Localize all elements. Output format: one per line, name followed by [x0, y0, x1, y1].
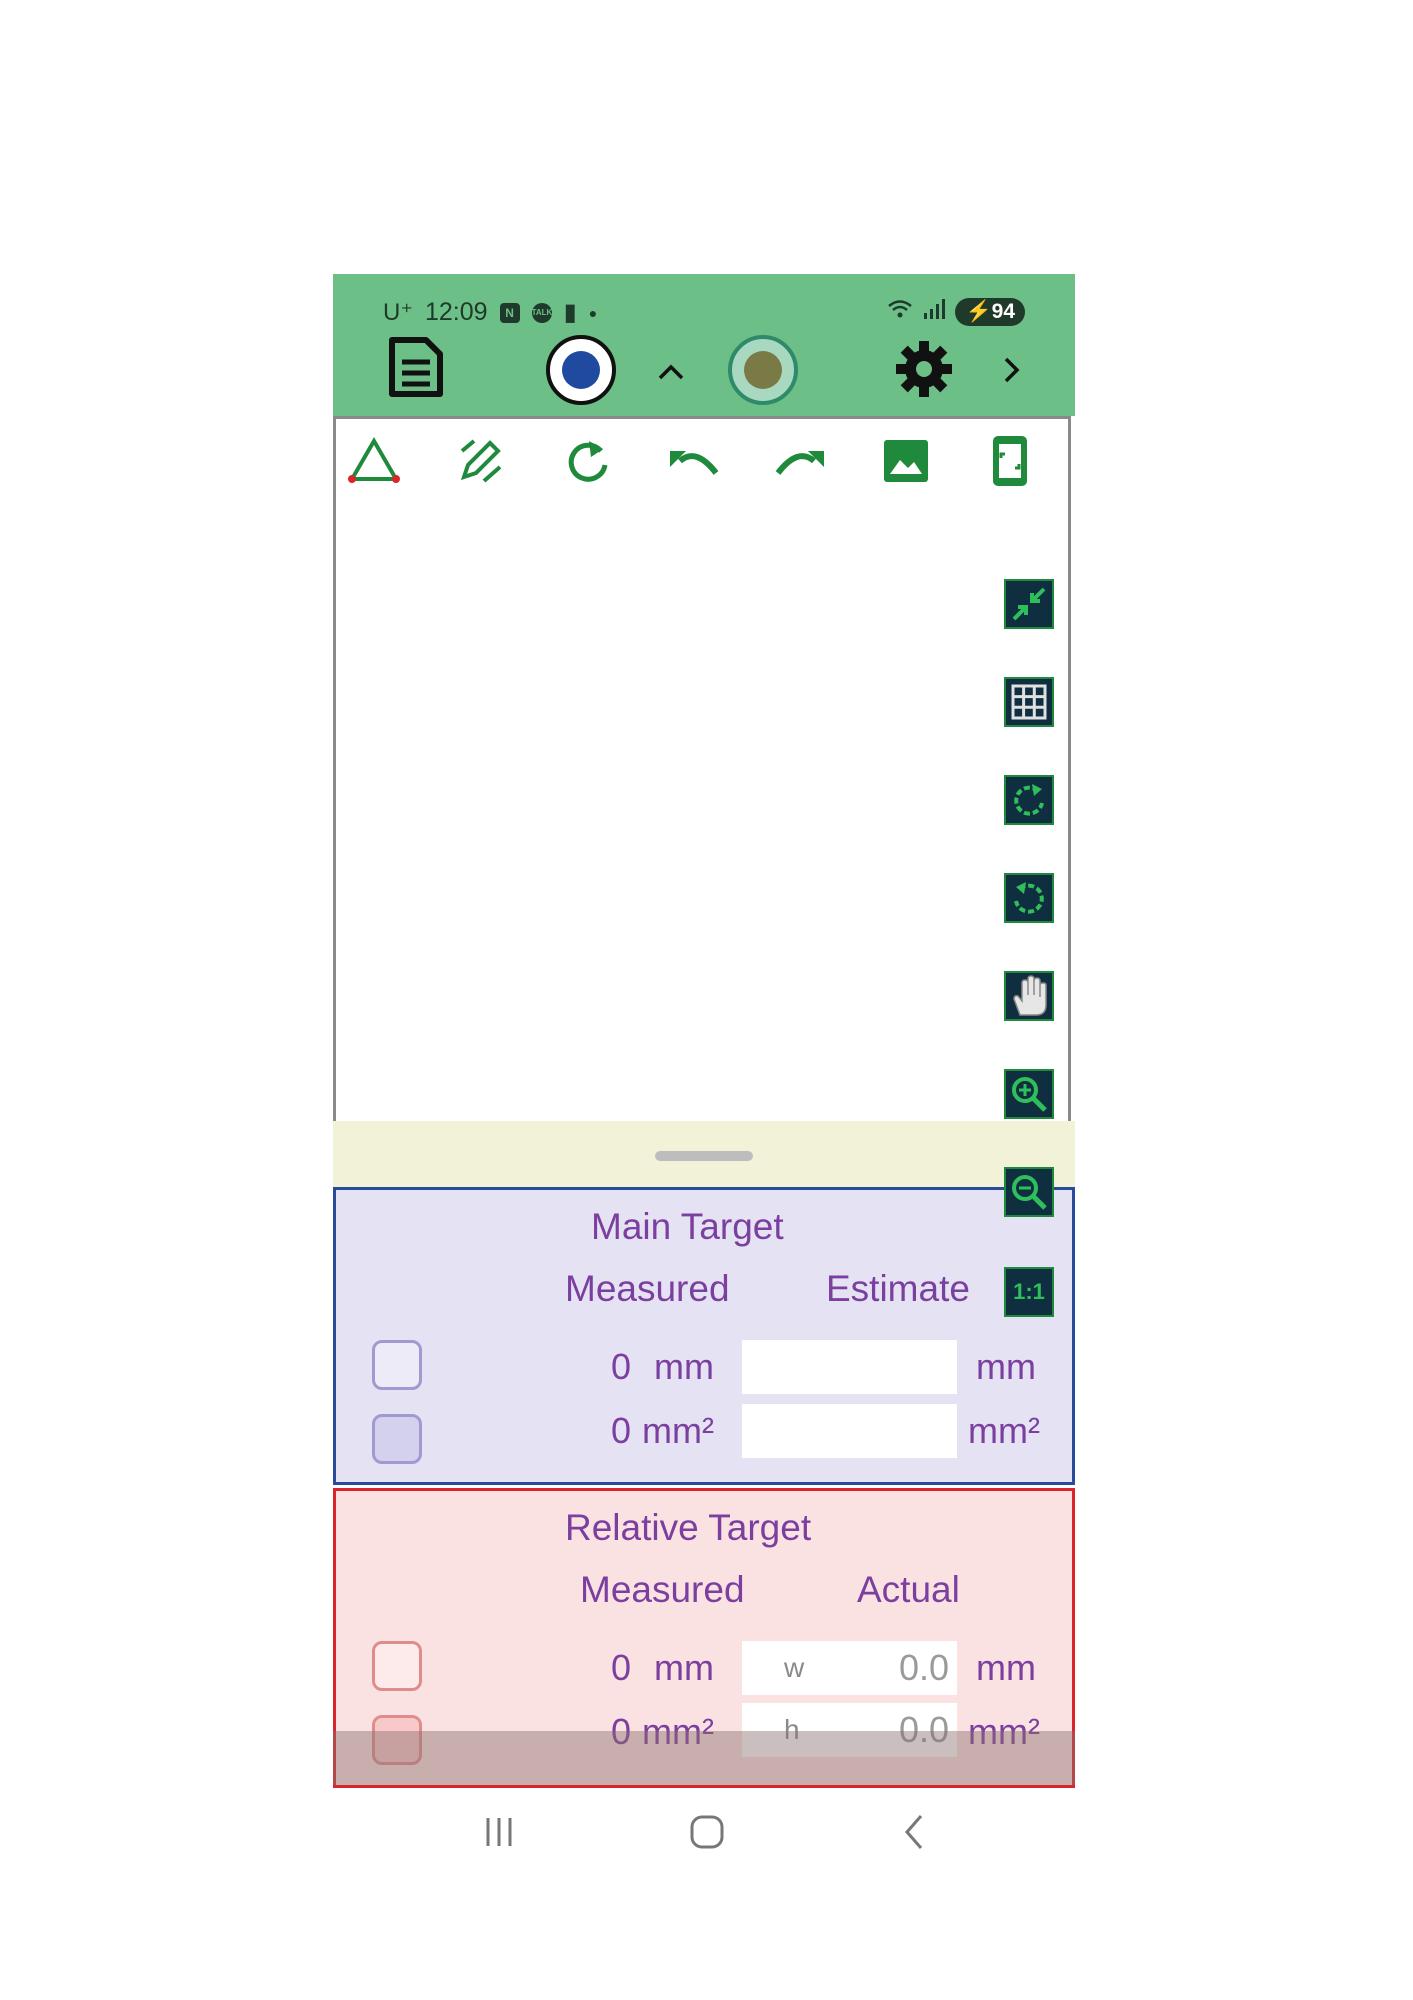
- one-to-one-label: 1:1: [1013, 1279, 1045, 1304]
- relative-width-actual-unit: mm: [976, 1647, 1036, 1688]
- relative-height-value: 0: [611, 1711, 632, 1752]
- app-screen: U⁺ 12:09 N TALK ▮ ● ⚡94: [333, 274, 1075, 1849]
- relative-width-checkbox[interactable]: [372, 1641, 422, 1691]
- relative-height-input[interactable]: h 0.0: [742, 1703, 957, 1757]
- main-length-estimate-unit: mm: [976, 1346, 1036, 1387]
- fit-screen-icon[interactable]: [980, 431, 1040, 491]
- bottom-scrim: [333, 1731, 1075, 1785]
- width-field-label: w: [784, 1652, 805, 1683]
- gear-icon[interactable]: [891, 336, 957, 402]
- main-area-value: 0: [611, 1410, 632, 1451]
- relative-height-unit: mm²: [642, 1711, 714, 1752]
- chevron-right-icon[interactable]: [993, 352, 1029, 388]
- relative-width-unit: mm: [654, 1647, 714, 1688]
- grid-icon[interactable]: [1004, 677, 1054, 727]
- document-icon[interactable]: [383, 334, 449, 400]
- edit-pencil-icon[interactable]: [450, 431, 510, 491]
- main-target-title: Main Target: [591, 1206, 784, 1247]
- relative-target-panel: Relative Target Measured Actual 0 mm w 0…: [333, 1488, 1075, 1788]
- hand-icon[interactable]: [1004, 971, 1054, 1021]
- relative-actual-header: Actual: [857, 1569, 960, 1610]
- nav-back-icon[interactable]: [895, 1812, 935, 1852]
- status-bar-right: ⚡94: [887, 298, 1025, 326]
- undo-icon[interactable]: [664, 431, 724, 491]
- relative-target-title: Relative Target: [565, 1507, 812, 1548]
- main-area-estimate-unit: mm²: [968, 1410, 1040, 1451]
- main-area-unit: mm²: [642, 1410, 714, 1451]
- wifi-icon: [887, 299, 913, 325]
- triangle-icon[interactable]: [344, 431, 404, 491]
- relative-measured-header: Measured: [580, 1569, 745, 1610]
- dot-icon: ●: [588, 304, 598, 321]
- main-target-panel: Main Target Measured Estimate 0 mm mm 0 …: [333, 1187, 1075, 1485]
- drag-handle[interactable]: [655, 1151, 753, 1161]
- relative-width-value: 0: [611, 1647, 632, 1688]
- clock: 12:09: [425, 298, 488, 326]
- battery-indicator: ⚡94: [955, 298, 1025, 326]
- main-area-checkbox[interactable]: [372, 1414, 422, 1464]
- chevron-up-icon[interactable]: [653, 354, 689, 390]
- battery-level: 94: [991, 300, 1015, 323]
- main-area-estimate-input[interactable]: [742, 1404, 957, 1458]
- redo-icon[interactable]: [770, 431, 830, 491]
- image-icon[interactable]: [876, 431, 936, 491]
- carrier-label: U⁺: [383, 299, 413, 326]
- height-field-value: 0.0: [898, 1709, 949, 1750]
- top-bar: U⁺ 12:09 N TALK ▮ ● ⚡94: [333, 274, 1075, 416]
- one-to-one-icon[interactable]: 1:1: [1004, 1267, 1054, 1317]
- main-length-unit: mm: [654, 1346, 714, 1387]
- message-icon: ▮: [563, 299, 577, 326]
- talk-icon: TALK: [531, 302, 552, 323]
- sheet-handle-area[interactable]: [333, 1121, 1075, 1187]
- main-length-estimate-input[interactable]: [742, 1340, 957, 1394]
- compress-icon[interactable]: [1004, 579, 1054, 629]
- nav-home-icon[interactable]: [687, 1812, 727, 1852]
- rotate-ccw-icon[interactable]: [1004, 873, 1054, 923]
- zoom-in-icon[interactable]: [1004, 1069, 1054, 1119]
- relative-height-actual-unit: mm²: [968, 1711, 1040, 1752]
- main-measured-header: Measured: [565, 1268, 730, 1309]
- rotate-cw-icon[interactable]: [1004, 775, 1054, 825]
- color-olive-icon[interactable]: [727, 334, 799, 406]
- signal-icon: [923, 299, 946, 325]
- status-bar-left: U⁺ 12:09 N TALK ▮ ●: [383, 298, 597, 327]
- relative-height-checkbox[interactable]: [372, 1715, 422, 1765]
- main-estimate-header: Estimate: [826, 1268, 970, 1309]
- naver-icon: N: [499, 302, 520, 323]
- width-field-value: 0.0: [898, 1647, 949, 1688]
- main-length-value: 0: [611, 1346, 632, 1387]
- nav-recents-icon[interactable]: [479, 1812, 519, 1852]
- refresh-icon[interactable]: [558, 431, 618, 491]
- drawing-canvas[interactable]: 1:1: [333, 416, 1071, 1317]
- relative-width-input[interactable]: w 0.0: [742, 1641, 957, 1695]
- zoom-out-icon[interactable]: [1004, 1167, 1054, 1217]
- main-length-checkbox[interactable]: [372, 1340, 422, 1390]
- color-blue-icon[interactable]: [545, 334, 617, 406]
- height-field-label: h: [784, 1714, 800, 1745]
